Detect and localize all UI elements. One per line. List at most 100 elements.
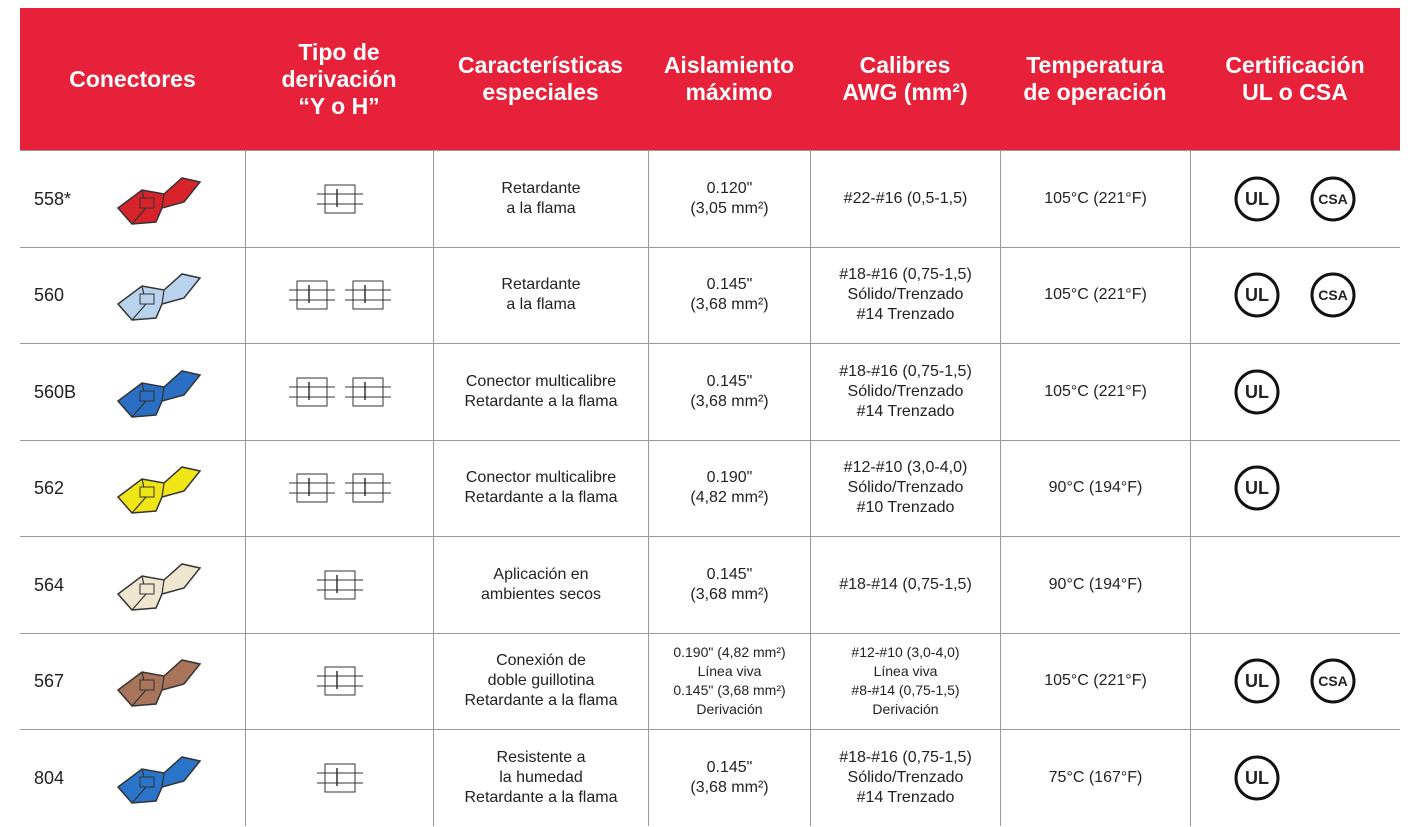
table-cell: Conector multicalibre Retardante a la fla… <box>433 439 648 536</box>
insulation-line: 0.120" <box>706 179 753 197</box>
header-cell: Aislamiento máximo <box>648 8 810 150</box>
header-line: especiales <box>482 79 599 105</box>
header-line: Certificación <box>1225 52 1365 78</box>
feature-line: Conexión de <box>496 652 586 670</box>
table-cell: 75°C (167°F) <box>1000 729 1190 826</box>
cert-logo: UL <box>1233 368 1281 416</box>
table-cell: 0.145" (3,68 mm²) <box>648 343 810 440</box>
table-cell: Resistente a la humedad Retardante a la fl… <box>433 729 648 826</box>
insulation-line: (3,68 mm²) <box>690 392 769 410</box>
gauge-line: #12-#10 (3,0-4,0) <box>843 459 968 477</box>
connector-name: 560B <box>34 381 77 402</box>
table-cell: 804 <box>20 729 245 826</box>
table-cell <box>245 632 433 729</box>
connector-image <box>116 562 202 611</box>
table-cell <box>245 439 433 536</box>
temperature: 105°C (221°F) <box>1044 672 1147 690</box>
table-cell: Aplicación en ambientes secos <box>433 536 648 633</box>
header-line: UL o CSA <box>1242 79 1348 105</box>
feature-line: ambientes secos <box>480 585 602 603</box>
cert-text: UL <box>1245 381 1269 402</box>
gauge-line: #22-#16 (0,5-1,5) <box>843 189 968 207</box>
insulation-line: (3,05 mm²) <box>690 199 769 217</box>
connector-image <box>116 755 202 804</box>
feature-line: doble guillotina <box>487 672 595 690</box>
connector-image <box>116 176 202 225</box>
cert-text: CSA <box>1318 287 1348 304</box>
header-line: Aislamiento <box>663 52 795 78</box>
feature-line: Conector multicalibre <box>465 372 617 390</box>
table-cell: UL CSA <box>1190 632 1400 729</box>
table-cell: 90°C (194°F) <box>1000 439 1190 536</box>
header-bar <box>20 8 1400 150</box>
gauge-line: Línea viva <box>873 663 938 680</box>
table-cell: 564 <box>20 536 245 633</box>
table-cell <box>245 536 433 633</box>
table-cell: 560B <box>20 343 245 440</box>
cert-circle <box>1310 658 1356 704</box>
table-cell: UL <box>1190 729 1400 826</box>
feature-line: la humedad <box>499 768 583 786</box>
cert-text: UL <box>1245 285 1269 306</box>
gauge-line: Sólido/Trenzado <box>847 479 964 497</box>
tap-icon <box>344 377 391 407</box>
table-cell <box>245 150 433 247</box>
insulation-line: (4,82 mm²) <box>690 489 769 507</box>
tap-icon <box>316 763 363 793</box>
cert-text: CSA <box>1318 190 1348 207</box>
insulation-line: (3,68 mm²) <box>690 585 769 603</box>
feature-line: Retardante a la flama <box>464 692 618 710</box>
gauge-line: #12-#10 (3,0-4,0) <box>851 644 960 661</box>
table-cell: #12-#10 (3,0-4,0) Sólido/Trenzado #10 Tren… <box>810 439 1000 536</box>
gauge-line: #18-#16 (0,75-1,5) <box>839 266 972 284</box>
cert-logo: UL <box>1233 464 1281 512</box>
connector-image <box>116 273 202 322</box>
gauge-line: #8-#14 (0,75-1,5) <box>851 682 960 699</box>
table-cell: Retardante a la flama <box>433 246 648 343</box>
table-cell: #18-#14 (0,75-1,5) <box>810 536 1000 633</box>
table-cell: #22-#16 (0,5-1,5) <box>810 150 1000 247</box>
header-cell: Tipo de derivación “Y o H” <box>245 8 433 150</box>
insulation-line: (3,68 mm²) <box>690 296 769 314</box>
connector-image <box>116 369 202 418</box>
gauge-line: #10 Trenzado <box>856 499 955 517</box>
gauge-line: Sólido/Trenzado <box>847 286 964 304</box>
cert-logo: CSA <box>1309 657 1357 705</box>
table-cell: 105°C (221°F) <box>1000 150 1190 247</box>
header-cell: Temperatura de operación <box>1000 8 1190 150</box>
header-cell: Conectores <box>20 8 245 150</box>
tap-icon <box>316 666 363 696</box>
header-line: máximo <box>685 79 773 105</box>
table-cell: Conector multicalibre Retardante a la fla… <box>433 343 648 440</box>
feature-line: Retardante a la flama <box>464 788 618 806</box>
gauge-line: Sólido/Trenzado <box>847 768 964 786</box>
table-cell: 560 <box>20 246 245 344</box>
table-cell <box>245 729 433 826</box>
header-cell: Certificación UL o CSA <box>1190 8 1400 150</box>
connector-name: 804 <box>34 767 65 788</box>
gauge-line: #14 Trenzado <box>856 788 955 806</box>
tap-icon <box>344 473 391 503</box>
cert-logo: CSA <box>1309 271 1357 319</box>
gauge-line: #14 Trenzado <box>856 306 955 324</box>
header-line: Calibres <box>859 52 951 78</box>
cert-circle <box>1234 465 1280 511</box>
header-line: derivación <box>281 65 397 92</box>
header-line: Temperatura <box>1026 52 1164 78</box>
header-cell: Calibres AWG (mm²) <box>810 8 1000 150</box>
table-cell <box>245 343 433 440</box>
temperature: 105°C (221°F) <box>1044 286 1147 304</box>
feature-line: a la flama <box>506 199 576 217</box>
cert-logo: UL <box>1233 271 1281 319</box>
gauge-line: #14 Trenzado <box>856 402 955 420</box>
cert-circle <box>1234 658 1280 704</box>
header-line: Conectores <box>69 65 196 92</box>
table-cell: UL CSA <box>1190 246 1400 343</box>
temperature: 90°C (194°F) <box>1048 575 1143 593</box>
cert-circle <box>1234 369 1280 415</box>
cert-logo: UL <box>1233 175 1281 223</box>
cert-text: UL <box>1245 671 1269 692</box>
table-cell: 0.145" (3,68 mm²) <box>648 729 810 826</box>
table-cell: 0.190" (4,82 mm²) <box>648 439 810 536</box>
